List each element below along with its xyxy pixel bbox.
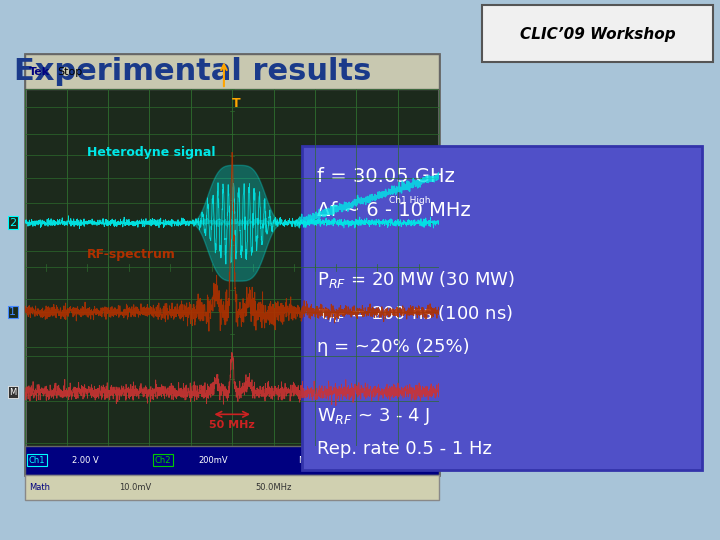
Text: P$_{RF}$ = 20 MW (30 MW): P$_{RF}$ = 20 MW (30 MW) (317, 269, 515, 291)
Text: Math: Math (29, 483, 50, 491)
Bar (25, 54, 439, 89)
Text: Δf ~ 6 - 10 MHz: Δf ~ 6 - 10 MHz (317, 201, 471, 220)
Text: Rep. rate 0.5 - 1 Hz: Rep. rate 0.5 - 1 Hz (317, 440, 492, 457)
Text: Ch1 High: Ch1 High (390, 196, 431, 205)
Text: RF-spectrum: RF-spectrum (87, 248, 176, 261)
Text: 50 MHz: 50 MHz (210, 420, 255, 430)
Bar (25, 446, 439, 475)
Text: 50.0MHz: 50.0MHz (256, 483, 292, 491)
Text: 2: 2 (9, 218, 17, 228)
Text: f = 30.05 GHz: f = 30.05 GHz (317, 167, 454, 186)
Text: Ch1: Ch1 (29, 456, 45, 464)
Text: Heterodyne signal: Heterodyne signal (87, 146, 216, 159)
Text: 1: 1 (9, 307, 17, 317)
Text: η = ~20% (25%): η = ~20% (25%) (317, 338, 469, 355)
Text: W$_{RF}$ ~ 3 - 4 J: W$_{RF}$ ~ 3 - 4 J (317, 406, 430, 427)
Text: Tek: Tek (29, 67, 50, 77)
Text: Experimental results: Experimental results (14, 57, 372, 86)
Text: Ch2: Ch2 (155, 456, 171, 464)
Bar (25, 54, 439, 475)
Text: Stop: Stop (58, 67, 83, 77)
Text: 200mV: 200mV (198, 456, 228, 464)
Text: T: T (232, 97, 240, 110)
Text: 2.00 V: 2.00 V (72, 456, 99, 464)
Text: τ$_{RF}$ = 200 ns (100 ns): τ$_{RF}$ = 200 ns (100 ns) (317, 303, 513, 325)
Text: 10.0mV: 10.0mV (119, 483, 151, 491)
FancyBboxPatch shape (482, 5, 713, 62)
Text: CLIC’09 Workshop: CLIC’09 Workshop (520, 26, 675, 42)
Text: M: M (9, 388, 17, 396)
Text: M 100: M 100 (299, 456, 325, 464)
Bar (25, 475, 439, 500)
Bar (302, 146, 702, 470)
